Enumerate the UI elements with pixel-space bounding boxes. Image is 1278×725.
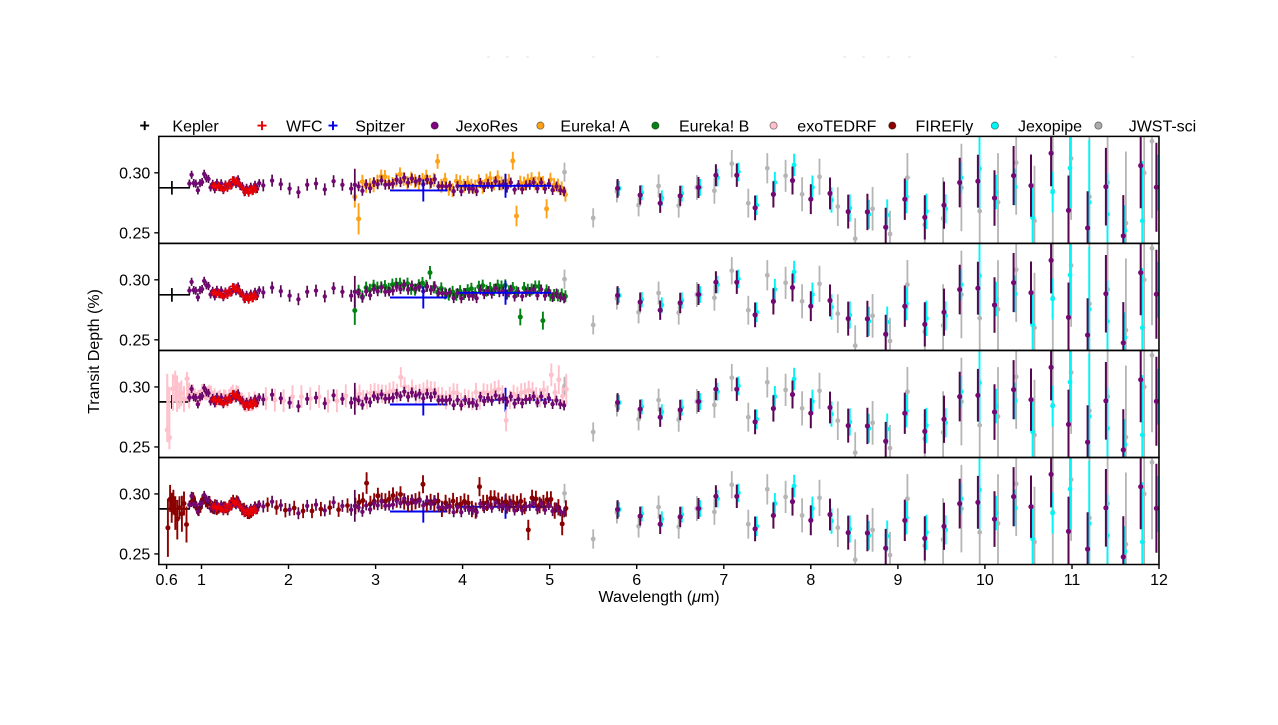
svg-text:Kepler: Kepler (172, 118, 219, 135)
svg-text:10: 10 (976, 572, 994, 589)
svg-text:0.30: 0.30 (119, 273, 150, 290)
svg-text:11: 11 (1064, 572, 1081, 589)
svg-text:0.30: 0.30 (119, 487, 150, 504)
svg-text:0.25: 0.25 (119, 440, 150, 457)
svg-text:Eureka! B: Eureka! B (679, 118, 749, 135)
svg-text:4: 4 (458, 572, 467, 589)
svg-text:0.30: 0.30 (119, 380, 150, 397)
svg-text:0.6: 0.6 (155, 572, 177, 589)
svg-text:JexoRes: JexoRes (456, 118, 518, 135)
svg-text:0.25: 0.25 (119, 547, 150, 564)
svg-text:2: 2 (284, 572, 293, 589)
svg-text:7: 7 (719, 572, 728, 589)
svg-text:8: 8 (806, 572, 815, 589)
svg-text:12: 12 (1150, 572, 1168, 589)
svg-text:Jexopipe: Jexopipe (1018, 118, 1082, 135)
svg-text:FIREFly: FIREFly (916, 118, 974, 135)
svg-text:Spitzer: Spitzer (355, 118, 405, 135)
svg-text:5: 5 (545, 572, 554, 589)
svg-text:1: 1 (197, 572, 206, 589)
svg-text:9: 9 (893, 572, 902, 589)
svg-text:6: 6 (632, 572, 641, 589)
svg-text:Wavelength (μm): Wavelength (μm) (598, 589, 719, 606)
svg-text:Eureka! A: Eureka! A (560, 118, 630, 135)
svg-text:0.25: 0.25 (119, 333, 150, 350)
svg-text:WFC: WFC (286, 118, 322, 135)
svg-text:3: 3 (371, 572, 380, 589)
svg-text:Transit Depth (%): Transit Depth (%) (86, 289, 103, 414)
svg-text:0.25: 0.25 (119, 226, 150, 243)
svg-text:exoTEDRF: exoTEDRF (797, 118, 876, 135)
svg-text:0.30: 0.30 (119, 166, 150, 183)
svg-text:JWST-sci: JWST-sci (1129, 118, 1197, 135)
